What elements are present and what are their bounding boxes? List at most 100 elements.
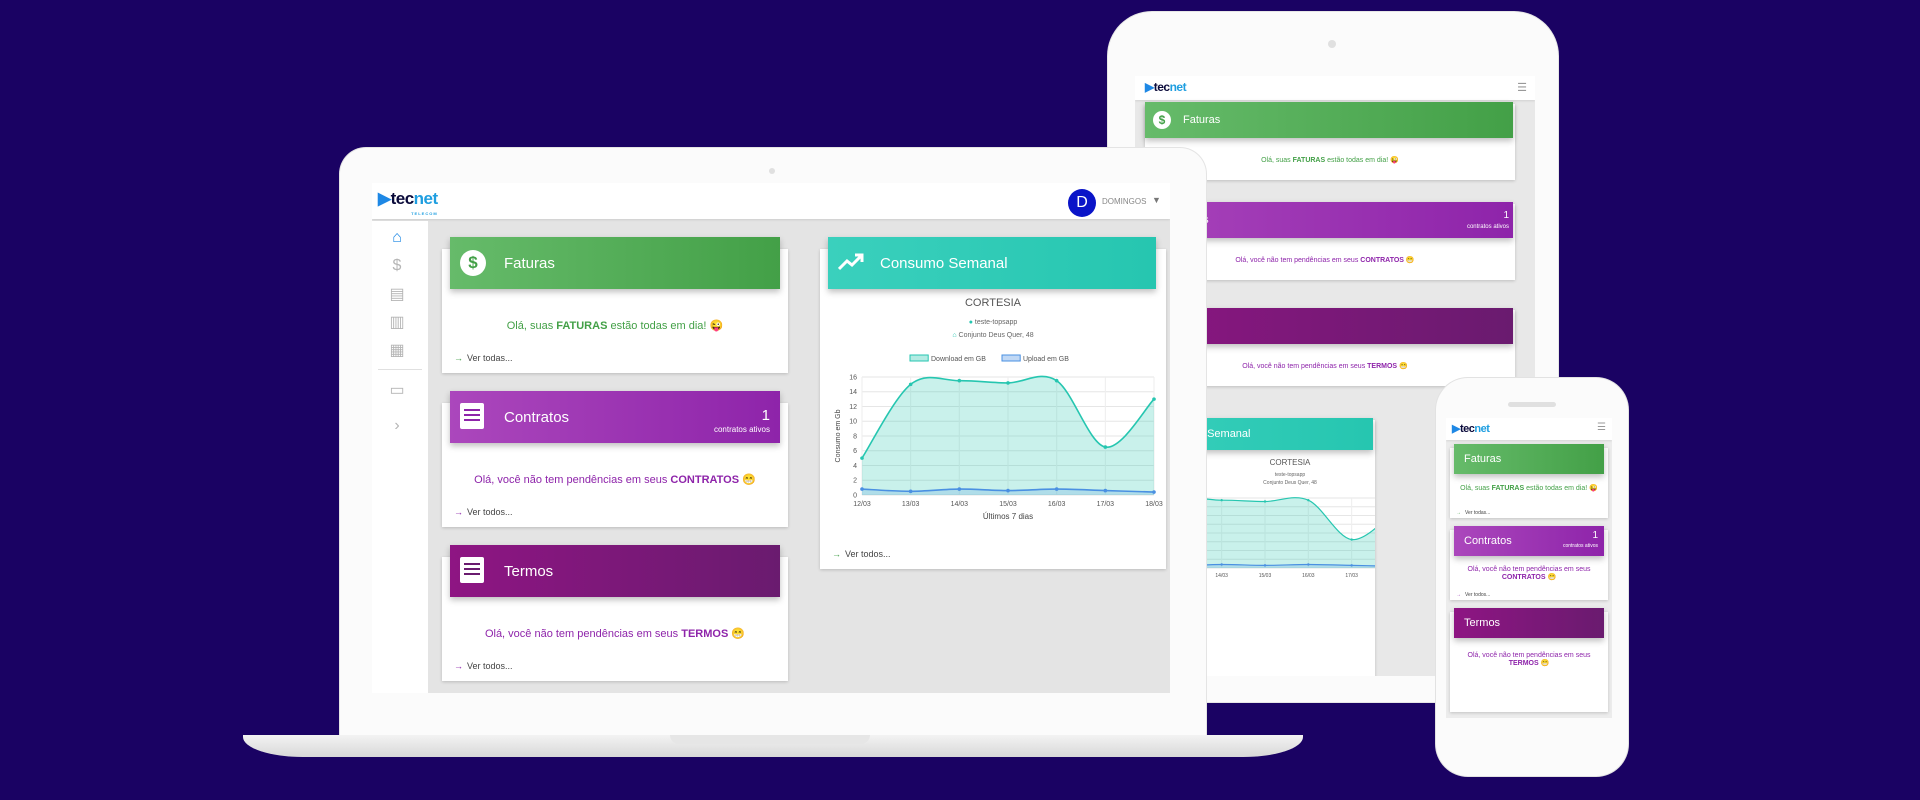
data-point — [1103, 445, 1108, 449]
phone-card-contratos: Contratos 1 contratos ativos Olá, você n… — [1450, 526, 1608, 600]
x-tick-label: 12/03 — [853, 501, 871, 508]
data-point — [1006, 488, 1010, 493]
chevron-right-icon[interactable]: › — [394, 417, 400, 434]
menu-icon[interactable]: ☰ — [1517, 82, 1527, 94]
x-tick-label: 15/03 — [999, 501, 1017, 508]
card-header: $ Faturas — [450, 237, 780, 289]
home-icon[interactable]: ⌂ — [392, 229, 402, 246]
chat-icon[interactable]: ▭ — [389, 382, 405, 399]
consumption-chart: 0 2 4 6 8 10 12 14 16 12/03 13/03 14/03 15/03 16/03 17… — [835, 354, 1163, 521]
card-message: Olá, você não tem pendências em seus CON… — [1467, 566, 1591, 581]
series-area — [862, 376, 1154, 495]
laptop-notch — [670, 735, 870, 744]
dollar-icon: $ — [1153, 111, 1171, 129]
card-title: Contratos — [504, 408, 570, 426]
address-text: Conjunto Deus Quer, 48 — [1263, 480, 1317, 486]
dollar-icon[interactable]: $ — [392, 257, 402, 274]
data-point — [1054, 487, 1059, 491]
tablet-camera — [1328, 40, 1336, 48]
card-message: Olá, você não tem pendências em seus CON… — [474, 474, 756, 486]
tablet-topbar: ▶tecnet ☰ — [1135, 76, 1535, 100]
card-message: Olá, você não tem pendências em seus TER… — [1467, 652, 1591, 667]
ver-todos-link[interactable]: → Ver todos... — [832, 549, 891, 559]
contracts-count-label: contratos ativos — [1466, 224, 1509, 230]
phone-card-termos: Termos Olá, você não tem pendências em s… — [1450, 608, 1608, 712]
data-point — [1350, 538, 1353, 541]
y-tick-label: 0 — [853, 492, 857, 499]
ver-todos-link[interactable]: → Ver todos... — [1456, 592, 1491, 598]
y-tick-label: 16 — [849, 374, 857, 381]
address-text: ⌂ Conjunto Deus Quer, 48 — [952, 332, 1034, 339]
x-tick-label: 18/03 — [1145, 501, 1163, 508]
avatar[interactable]: D — [1068, 189, 1096, 217]
card-title: Termos — [504, 562, 554, 580]
y-tick-label: 8 — [853, 433, 857, 440]
user-icon: ● — [968, 319, 973, 326]
card-title: Consumo Semanal — [880, 254, 1008, 272]
data-point — [1006, 381, 1010, 385]
login-text: teste-topsapp — [1274, 472, 1306, 478]
contracts-count: 1 — [1503, 210, 1509, 221]
list-icon — [460, 557, 484, 583]
y-tick-label: 10 — [849, 419, 857, 426]
ver-todas-link[interactable]: → Ver todas... — [1456, 510, 1491, 516]
trending-up-icon — [838, 253, 864, 271]
laptop-logo: ▶tecnet TELECOM — [378, 189, 438, 216]
card-header: $ Faturas — [1145, 102, 1513, 138]
menu-icon[interactable]: ☰ — [1597, 422, 1606, 433]
data-point — [1152, 490, 1156, 494]
contracts-count-label: contratos ativos — [713, 425, 770, 434]
laptop-base — [243, 735, 1303, 757]
card-consumo: Consumo Semanal CORTESIA ● teste-topsapp… — [820, 237, 1166, 569]
ver-todos-link[interactable]: → Ver todos... — [454, 507, 513, 517]
x-tick-label: 15/03 — [1259, 573, 1272, 579]
card-termos: Termos Olá, você não tem pendências em s… — [442, 545, 788, 681]
contracts-count: 1 — [761, 407, 770, 424]
x-tick-label: 16/03 — [1302, 573, 1315, 579]
phone-screen: ▶tecnet ☰ Faturas Olá, suas FATURAS estã… — [1446, 418, 1612, 718]
y-tick-label: 12 — [849, 404, 857, 411]
x-tick-label: 14/03 — [951, 501, 969, 508]
card-header: Consumo Semanal — [828, 237, 1156, 289]
list-icon — [460, 403, 484, 429]
data-point — [1350, 564, 1353, 567]
chevron-down-icon[interactable]: ▼ — [1152, 195, 1161, 205]
laptop-topbar: ▶tecnet TELECOM D DOMINGOS ▼ — [372, 183, 1170, 219]
card-header: Termos — [1454, 608, 1604, 638]
x-tick-label: 13/03 — [902, 501, 920, 508]
bar-chart-icon[interactable]: ▥ — [389, 314, 405, 331]
phone-logo: ▶tecnet — [1452, 423, 1490, 435]
card-message: Olá, suas FATURAS estão todas em dia! 😜 — [506, 320, 724, 332]
x-tick-label: 17/03 — [1345, 573, 1358, 579]
card-message: Olá, você não tem pendências em seus TER… — [1242, 363, 1408, 370]
card-message: Olá, suas FATURAS estão todas em dia! 😜 — [1261, 157, 1399, 164]
ver-todas-link[interactable]: → Ver todas... — [454, 353, 513, 363]
list-icon[interactable]: ▤ — [389, 286, 405, 303]
card-message: Olá, suas FATURAS estão todas em dia! 😜 — [1460, 485, 1598, 492]
data-point — [957, 487, 962, 491]
ver-todos-link[interactable]: → Ver todos... — [454, 661, 513, 671]
x-tick-label: 17/03 — [1097, 501, 1115, 508]
data-point — [860, 456, 864, 460]
laptop-screen: ▶tecnet TELECOM D DOMINGOS ▼ ⌂ $ ▤ ▥ ▦ ▭… — [372, 183, 1170, 693]
card-title: Faturas — [504, 254, 555, 272]
data-point — [908, 489, 913, 494]
y-axis-label: Consumo em Gb — [835, 409, 842, 462]
sidebar-divider — [378, 369, 422, 370]
tablet-card-faturas: $ Faturas Olá, suas FATURAS estão todas … — [1145, 102, 1515, 180]
data-point — [1220, 563, 1223, 566]
x-axis-label: Últimos 7 dias — [983, 512, 1033, 521]
y-tick-label: 4 — [853, 463, 857, 470]
x-tick-label: 16/03 — [1048, 501, 1066, 508]
laptop-camera — [769, 168, 775, 174]
login-text: ● teste-topsapp — [968, 319, 1018, 326]
card-faturas: $ Faturas Olá, suas FATURAS estão todas … — [442, 237, 788, 373]
card-contratos: Contratos 1 contratos ativos Olá, você n… — [442, 391, 788, 527]
legend-label: Download em GB — [931, 356, 986, 363]
data-point — [1103, 488, 1108, 493]
user-name[interactable]: DOMINGOS — [1102, 197, 1147, 206]
data-point — [860, 487, 864, 491]
news-icon[interactable]: ▦ — [389, 342, 405, 359]
card-header: Contratos — [450, 391, 780, 443]
